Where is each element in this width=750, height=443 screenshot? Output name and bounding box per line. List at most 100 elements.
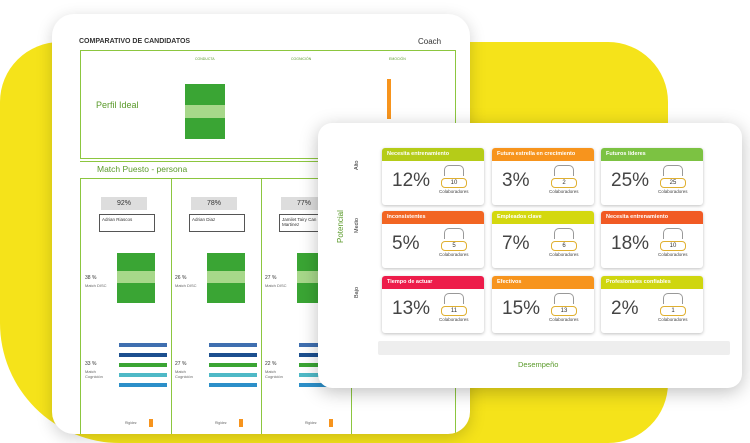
talent-card: Inconsistentes 5% 5 Colaboradores [382, 211, 484, 268]
people-icon [663, 165, 683, 176]
cog-score: 33 % [85, 361, 97, 367]
cog-score: 22 % [265, 361, 277, 367]
cognition-bar [209, 353, 257, 357]
cognition-bar [209, 373, 257, 377]
cognition-bar [119, 363, 167, 367]
card-percent: 12% [392, 170, 431, 191]
card-count: 10 [441, 178, 467, 188]
card-count: 5 [441, 241, 467, 251]
x-axis-band [378, 341, 730, 355]
people-icon [444, 165, 464, 176]
talent-card: Efectivos 15% 13 Colaboradores [492, 276, 594, 333]
match-section [80, 161, 454, 434]
cognition-bar [209, 363, 257, 367]
ideal-chart-band [185, 105, 225, 118]
card-percent: 5% [392, 233, 420, 254]
row-label: Alto [354, 160, 360, 170]
card-percent: 3% [502, 170, 530, 191]
card-title: Tiempo de actuar [382, 276, 484, 289]
card-percent: 13% [392, 298, 431, 319]
cog-label: Match Cognición [175, 369, 193, 379]
disc-label: Match DISC [175, 283, 197, 288]
nine-box: AltoMedioBajoBajoMedioAltoNecesita entre… [318, 123, 742, 388]
disc-label: Match DISC [265, 283, 287, 288]
x-axis-label: Desempeño [518, 360, 559, 369]
ideal-profile-label: Perfil Ideal [96, 100, 139, 110]
candidate-score: 77% [281, 197, 327, 210]
card-percent: 25% [611, 170, 650, 191]
card-title: Futura estrella en crecimiento [492, 148, 594, 161]
card-count: 25 [660, 178, 686, 188]
card-unit: Colaboradores [658, 189, 688, 194]
card-count: 2 [551, 178, 577, 188]
cognition-bar [209, 343, 257, 347]
rigidez-bar [329, 419, 333, 427]
card-unit: Colaboradores [549, 252, 579, 257]
match-title: Match Puesto - persona [97, 164, 188, 174]
dimension: CONDUCTA [195, 57, 215, 61]
disc-score: 27 % [265, 275, 277, 281]
talent-card: Necesita entrenamiento 12% 10 Colaboradores [382, 148, 484, 205]
talent-card: Necesita entrenamiento 18% 10 Colaboradores [601, 211, 703, 268]
comparison-title: COMPARATIVO DE CANDIDATOS [79, 38, 191, 45]
dimension: COGNICIÓN [291, 57, 312, 61]
talent-card: Profesionales confiables 2% 1 Colaboradores [601, 276, 703, 333]
candidate-column: 78% Adrian Diaz 26 % Match DISC 27 % Match Co… [171, 179, 262, 434]
card-title: Necesita entrenamiento [601, 211, 703, 224]
card-title: Necesita entrenamiento [382, 148, 484, 161]
candidates: 92% Adrian Riascos 38 % Match DISC 33 % Match… [80, 178, 456, 434]
card-unit: Colaboradores [658, 252, 688, 257]
people-icon [663, 228, 683, 239]
people-icon [444, 293, 464, 304]
candidate-score: 78% [191, 197, 237, 210]
people-icon [663, 293, 683, 304]
candidate-name: Adrian Diaz [189, 214, 245, 232]
card-percent: 7% [502, 233, 530, 254]
cog-score: 27 % [175, 361, 187, 367]
cog-label: Match Cognición [265, 369, 283, 379]
row-label: Medio [354, 218, 360, 233]
card-percent: 2% [611, 298, 639, 319]
dimension: EMOCIÓN [389, 57, 406, 61]
talent-card: Futura estrella en crecimiento 3% 2 Colabor… [492, 148, 594, 205]
card-count: 1 [660, 306, 686, 316]
card-unit: Colaboradores [439, 189, 469, 194]
talent-card: Futuros líderes 25% 25 Colaboradores [601, 148, 703, 205]
card-unit: Colaboradores [549, 317, 579, 322]
cog-label: Match Cognición [85, 369, 103, 379]
disc-score: 26 % [175, 275, 187, 281]
rigidez-label: Rigidez [125, 421, 137, 425]
card-unit: Colaboradores [439, 252, 469, 257]
row-label: Bajo [354, 286, 360, 298]
card-title: Efectivos [492, 276, 594, 289]
ideal-profile-box [80, 50, 456, 159]
people-icon [554, 293, 574, 304]
emotion-bar [387, 79, 391, 119]
card-count: 11 [441, 306, 467, 316]
disc-chart-band [207, 271, 245, 283]
people-icon [444, 228, 464, 239]
talent-card: Empleados clave 7% 6 Colaboradores [492, 211, 594, 268]
disc-chart-band [117, 271, 155, 283]
cognition-bar [119, 343, 167, 347]
cognition-bar [209, 383, 257, 387]
rigidez-bar [239, 419, 243, 427]
rigidez-label: Rigidez [215, 421, 227, 425]
card-percent: 18% [611, 233, 650, 254]
candidate-score: 92% [101, 197, 147, 210]
people-icon [554, 165, 574, 176]
disc-label: Match DISC [85, 283, 107, 288]
card-unit: Colaboradores [658, 317, 688, 322]
candidate-name: Adrian Riascos [99, 214, 155, 232]
cognition-bar [119, 383, 167, 387]
card-count: 6 [551, 241, 577, 251]
rigidez-bar [149, 419, 153, 427]
card-unit: Colaboradores [439, 317, 469, 322]
card-title: Profesionales confiables [601, 276, 703, 289]
card-count: 13 [551, 306, 577, 316]
cognition-bar [119, 373, 167, 377]
cognition-bar [119, 353, 167, 357]
card-title: Futuros líderes [601, 148, 703, 161]
